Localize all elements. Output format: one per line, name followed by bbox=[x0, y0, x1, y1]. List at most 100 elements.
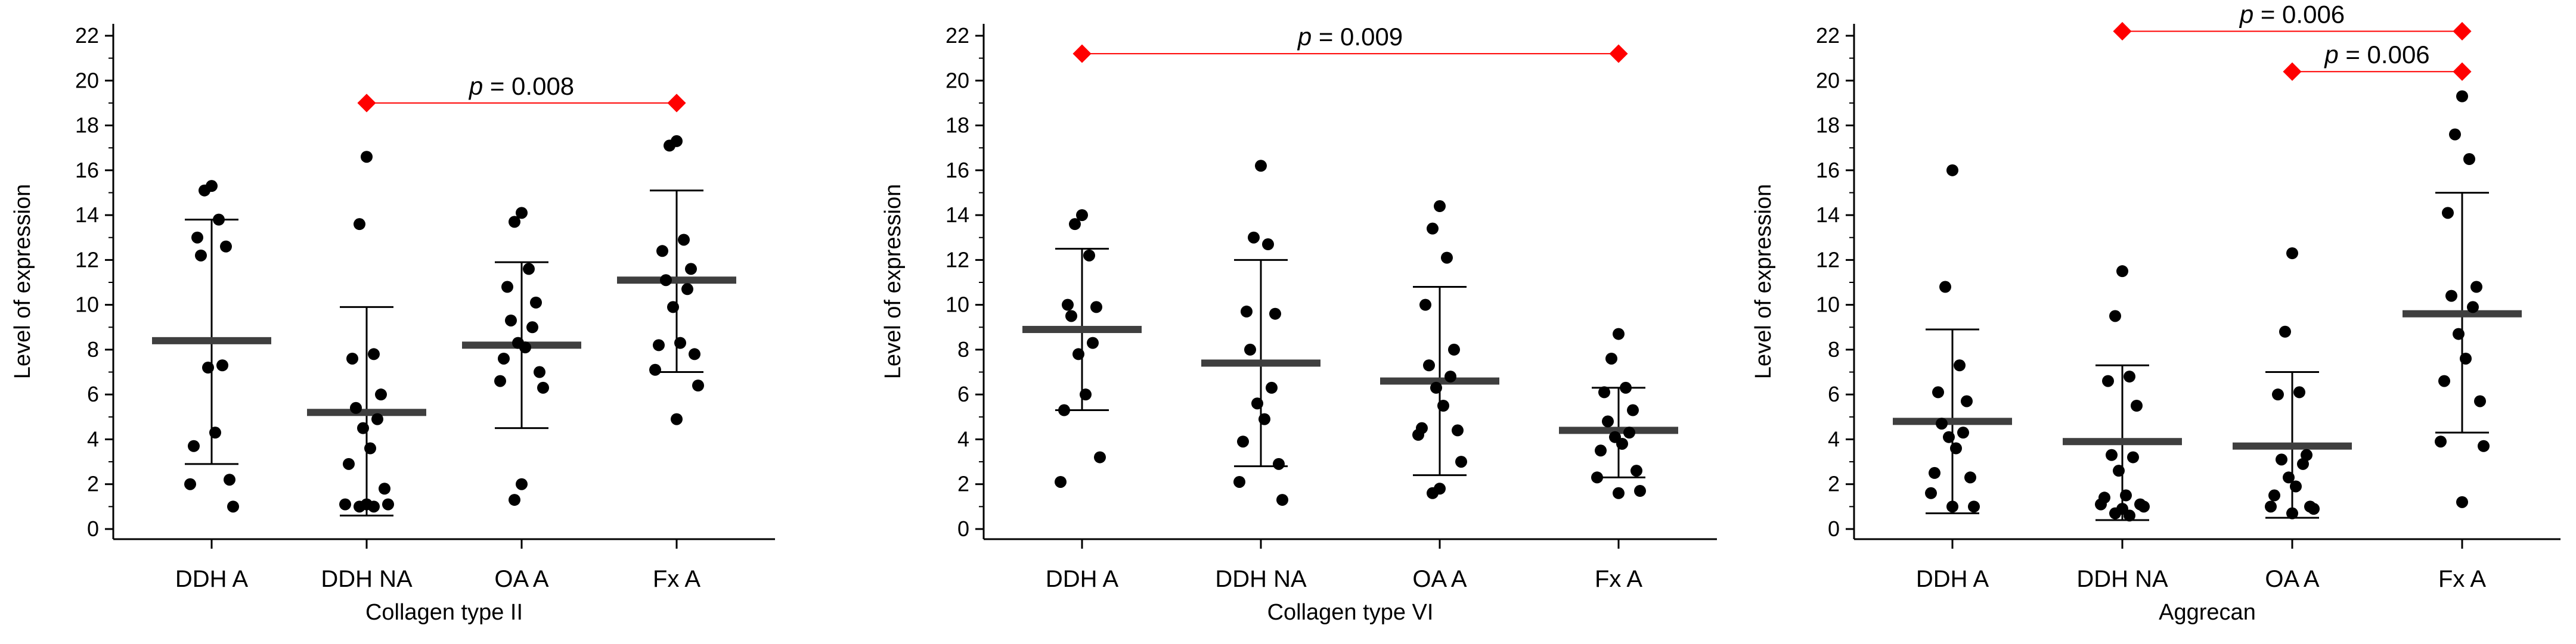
x-category-label: Fx A bbox=[653, 566, 700, 592]
y-tick-label: 0 bbox=[957, 517, 969, 541]
y-tick-label: 22 bbox=[1816, 23, 1840, 48]
data-point bbox=[368, 500, 380, 513]
data-point bbox=[660, 274, 672, 287]
data-point bbox=[213, 213, 225, 226]
data-point bbox=[516, 207, 528, 219]
data-point bbox=[1634, 485, 1646, 497]
data-point bbox=[1262, 238, 1274, 251]
data-point bbox=[343, 458, 355, 470]
data-point bbox=[1412, 428, 1424, 441]
y-tick-label: 18 bbox=[946, 113, 969, 138]
y-tick-label: 6 bbox=[87, 382, 99, 406]
data-point bbox=[1598, 386, 1610, 399]
data-point bbox=[361, 151, 373, 163]
y-tick-label: 20 bbox=[1816, 68, 1840, 92]
data-point bbox=[1427, 487, 1439, 499]
data-point bbox=[1957, 427, 1969, 439]
data-point bbox=[1276, 494, 1288, 506]
data-point bbox=[2467, 301, 2479, 313]
data-point bbox=[1452, 424, 1464, 437]
data-point bbox=[689, 348, 700, 360]
y-tick-label: 20 bbox=[75, 68, 99, 92]
y-tick-label: 18 bbox=[75, 113, 99, 138]
data-point bbox=[209, 427, 221, 439]
data-point bbox=[1605, 352, 1617, 365]
data-point bbox=[188, 440, 200, 452]
y-tick-label: 8 bbox=[1828, 337, 1840, 362]
data-point bbox=[498, 352, 510, 365]
data-point bbox=[505, 314, 517, 326]
mean-bar bbox=[2403, 310, 2522, 318]
x-axis-title: Collagen type VI bbox=[1267, 600, 1434, 625]
significance-marker bbox=[357, 94, 376, 113]
data-point bbox=[1233, 475, 1245, 488]
data-point bbox=[494, 375, 506, 387]
significance-marker bbox=[2453, 21, 2472, 41]
y-axis-title: Level of expression bbox=[881, 184, 906, 379]
data-point bbox=[649, 363, 661, 376]
x-category-label: OA A bbox=[1412, 566, 1467, 592]
data-point bbox=[2113, 465, 2125, 477]
data-point bbox=[537, 381, 549, 394]
y-tick-label: 12 bbox=[1816, 247, 1840, 272]
data-point bbox=[2286, 507, 2298, 519]
y-tick-label: 10 bbox=[75, 293, 99, 317]
data-point bbox=[1946, 164, 1958, 176]
data-point bbox=[1620, 381, 1632, 394]
data-point bbox=[2268, 489, 2280, 502]
data-point bbox=[1954, 359, 1966, 372]
data-point bbox=[2308, 503, 2320, 515]
data-point bbox=[2463, 153, 2475, 165]
y-tick-label: 4 bbox=[87, 427, 99, 451]
x-category-label: DDH A bbox=[1046, 566, 1119, 592]
data-point bbox=[1932, 386, 1944, 399]
mean-bar bbox=[1022, 326, 1142, 334]
p-value-label: p = 0.006 bbox=[2323, 41, 2429, 69]
data-point bbox=[1237, 435, 1249, 448]
data-point bbox=[2442, 207, 2454, 219]
data-point bbox=[1441, 251, 1453, 264]
data-point bbox=[685, 263, 697, 275]
data-point bbox=[692, 379, 704, 392]
y-tick-label: 12 bbox=[75, 247, 99, 272]
data-point bbox=[1950, 442, 1962, 455]
data-point bbox=[1448, 343, 1460, 356]
data-point bbox=[667, 301, 679, 313]
mean-bar bbox=[1201, 359, 1320, 367]
data-point bbox=[1065, 310, 1077, 322]
data-point bbox=[2124, 371, 2135, 383]
p-value-label: p = 0.006 bbox=[2239, 0, 2345, 28]
data-point bbox=[1087, 337, 1099, 349]
y-tick-label: 22 bbox=[75, 23, 99, 48]
data-point bbox=[2456, 496, 2468, 508]
data-point bbox=[2283, 471, 2295, 484]
data-point bbox=[1090, 301, 1102, 313]
data-point bbox=[2297, 458, 2309, 470]
y-tick-label: 2 bbox=[957, 472, 969, 496]
data-point bbox=[339, 498, 351, 511]
data-point bbox=[202, 362, 214, 374]
data-point bbox=[1266, 381, 1278, 394]
data-point bbox=[2470, 281, 2482, 293]
data-point bbox=[1244, 343, 1256, 356]
p-value: = 0.006 bbox=[2339, 41, 2430, 69]
data-point bbox=[1427, 222, 1439, 235]
data-point bbox=[1430, 381, 1442, 394]
significance-marker bbox=[1072, 44, 1092, 63]
y-tick-label: 20 bbox=[946, 68, 969, 92]
y-tick-label: 14 bbox=[1816, 203, 1840, 227]
x-category-label: Fx A bbox=[2438, 566, 2486, 592]
y-tick-label: 2 bbox=[1828, 472, 1840, 496]
mean-bar bbox=[1893, 418, 2012, 425]
significance-marker bbox=[1609, 44, 1628, 63]
data-point bbox=[534, 366, 545, 378]
y-tick-label: 4 bbox=[957, 427, 969, 451]
data-point bbox=[364, 442, 376, 455]
data-point bbox=[1083, 249, 1095, 262]
y-tick-label: 0 bbox=[87, 517, 99, 541]
data-point bbox=[1437, 400, 1449, 412]
data-point bbox=[1248, 231, 1260, 244]
y-tick-label: 14 bbox=[75, 203, 99, 227]
mean-bar bbox=[2233, 442, 2352, 450]
